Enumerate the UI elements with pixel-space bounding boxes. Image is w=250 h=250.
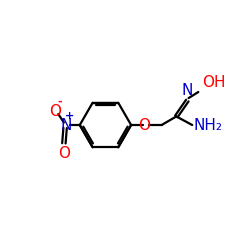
Text: NH₂: NH₂ — [194, 118, 222, 132]
Text: O: O — [49, 104, 61, 119]
Text: -: - — [58, 97, 62, 107]
Text: O: O — [138, 118, 150, 132]
Text: OH: OH — [202, 74, 226, 90]
Text: N: N — [182, 82, 193, 98]
Text: +: + — [65, 110, 74, 120]
Text: O: O — [58, 146, 70, 161]
Text: N: N — [61, 118, 72, 132]
